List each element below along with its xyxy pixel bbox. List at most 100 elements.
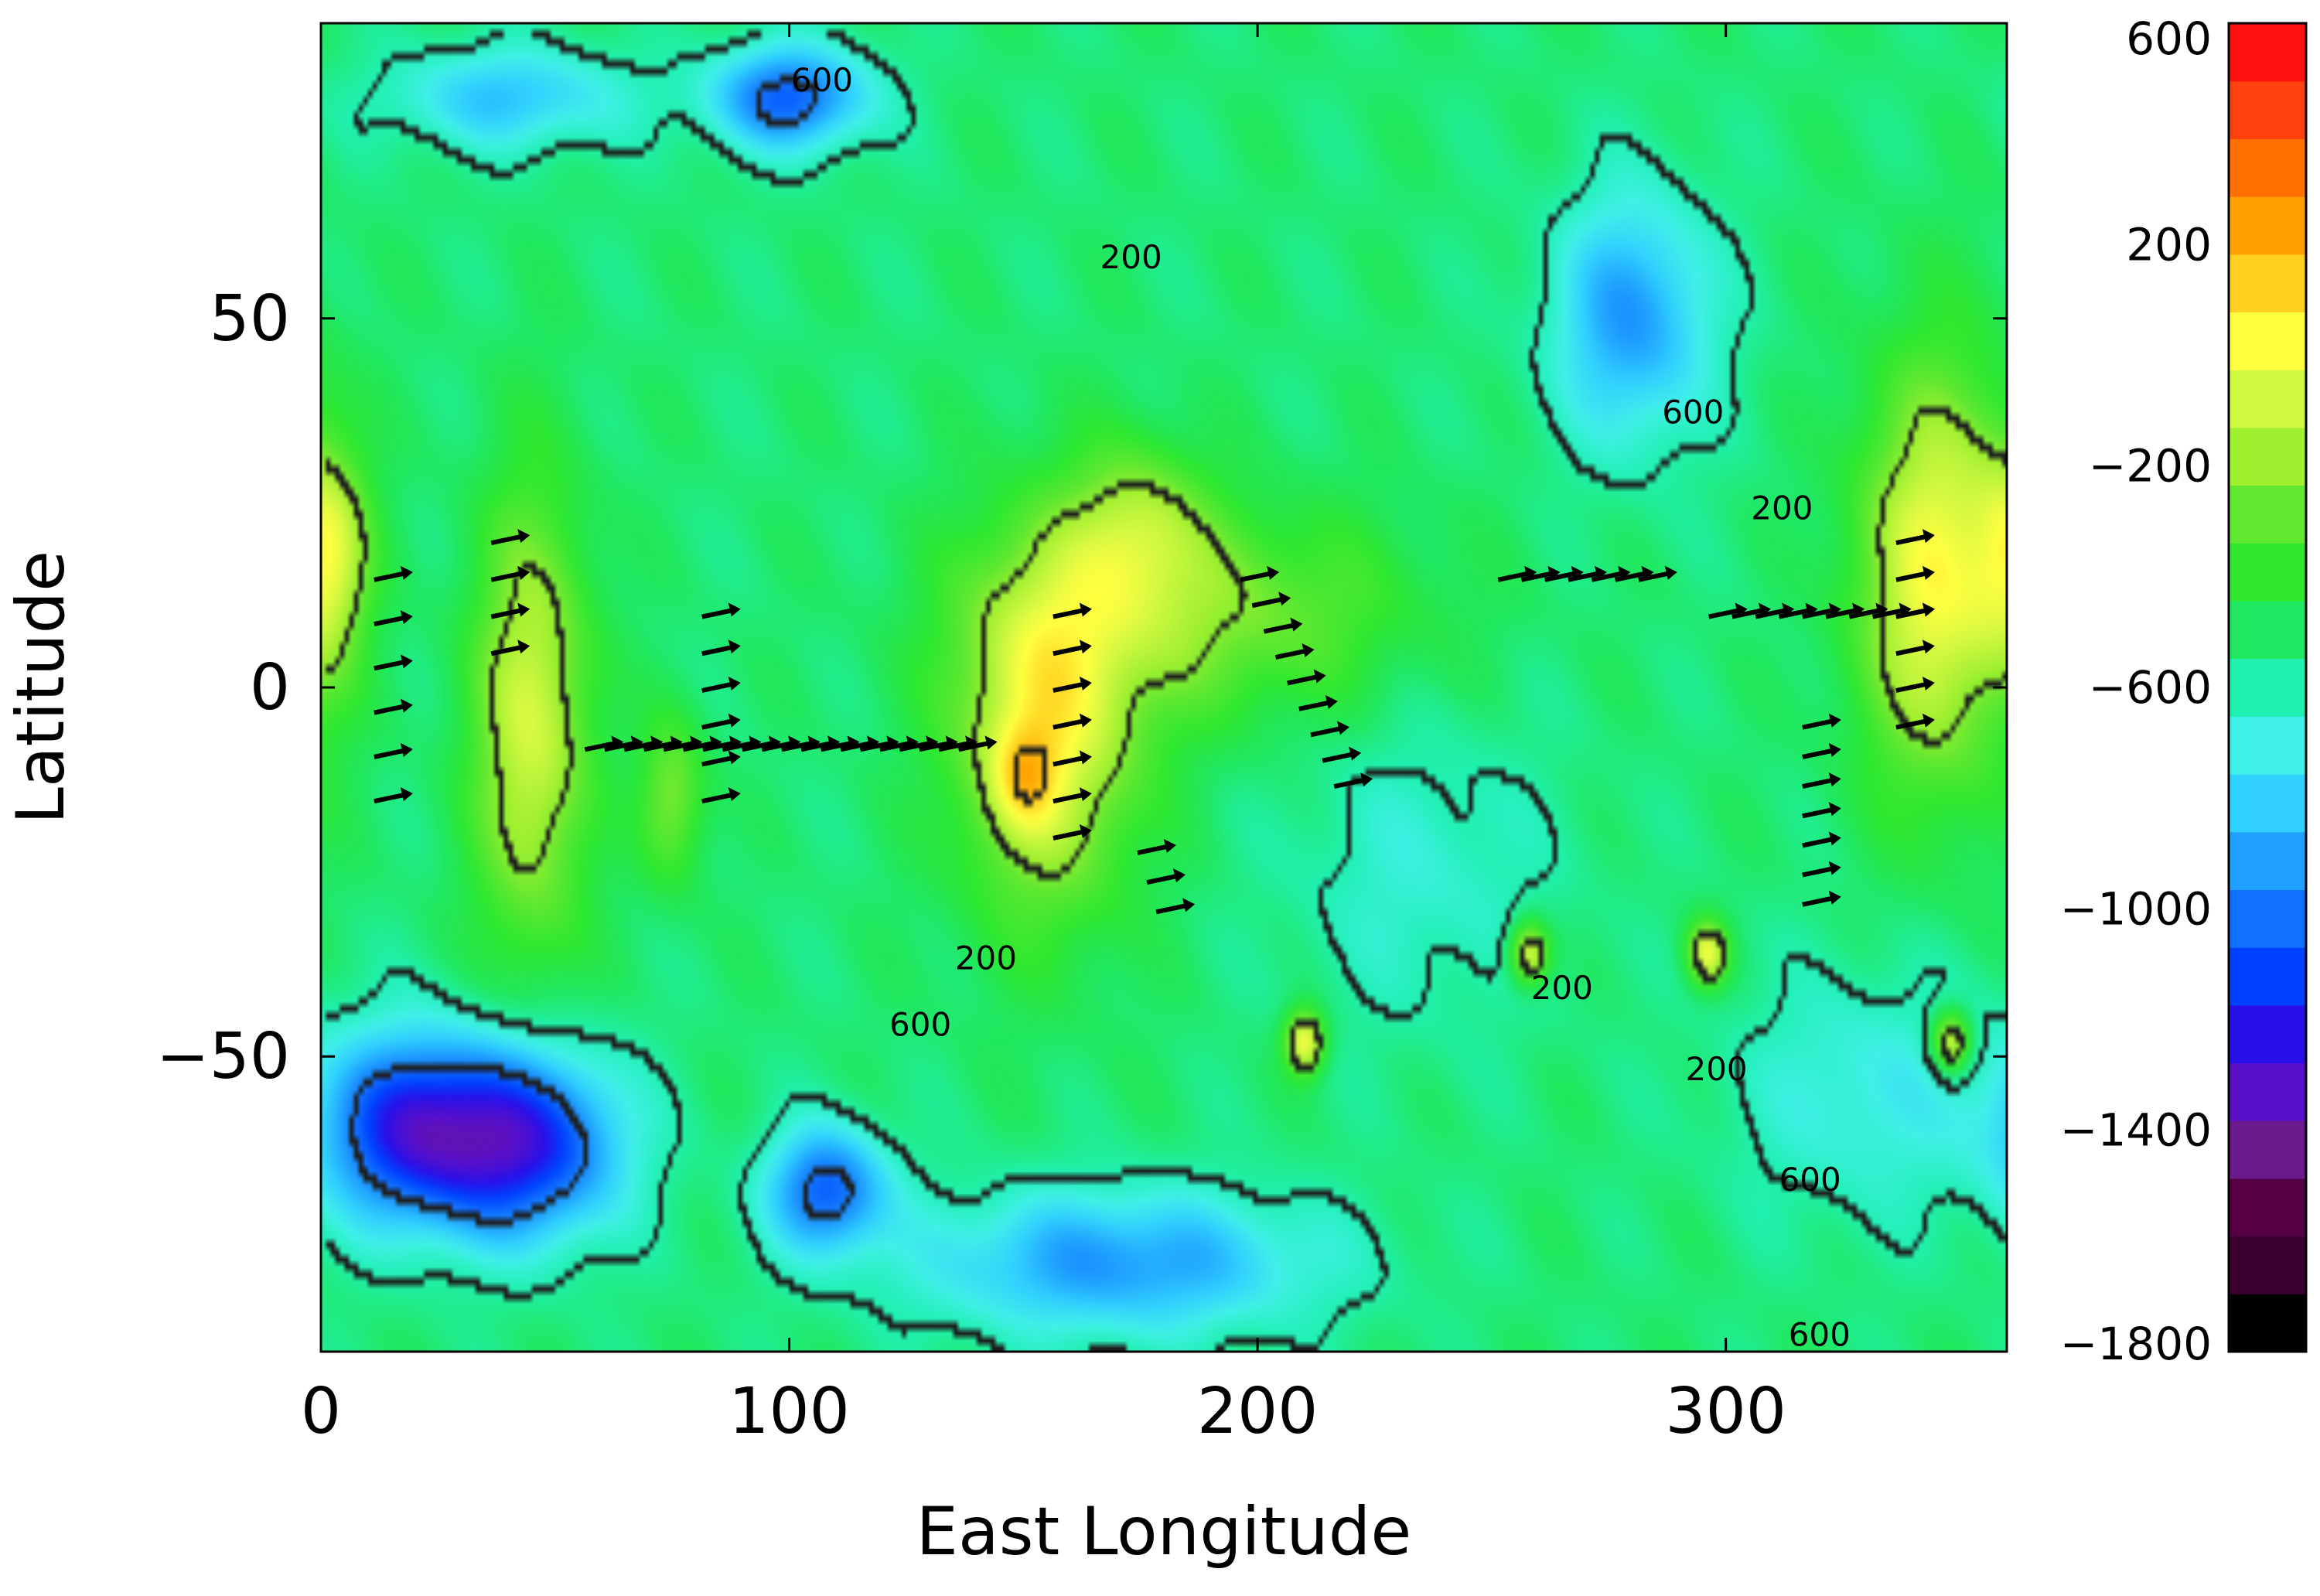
colorbar-swatch: [2229, 1178, 2306, 1237]
contour-label: 200: [1100, 238, 1162, 276]
colorbar-tick-label: 600: [2126, 12, 2212, 65]
wind-vector: [374, 787, 413, 804]
wind-vector: [957, 735, 998, 752]
y-axis-ticks: −50 0 50: [156, 282, 2007, 1093]
wind-vector: [1053, 677, 1092, 693]
wind-vector: [701, 787, 741, 804]
wind-vector: [1895, 602, 1935, 619]
colorbar-swatch: [2229, 947, 2306, 1006]
colorbar: 600 200 −200 −600 −1000 −1400 −1800: [2060, 12, 2308, 1370]
colorbar-tick-label: −1400: [2060, 1104, 2212, 1157]
colorbar-swatch: [2229, 370, 2306, 428]
contour-label: 600: [889, 1006, 951, 1044]
wind-vector: [1298, 694, 1338, 711]
x-tick-label: 300: [1665, 1375, 1786, 1448]
wind-vector: [701, 713, 741, 730]
colorbar-swatch: [2229, 485, 2306, 544]
wind-vector: [1053, 713, 1092, 730]
colorbar-labels: 600 200 −200 −600 −1000 −1400 −1800: [2060, 12, 2212, 1370]
colorbar-swatch: [2229, 80, 2306, 139]
wind-vector: [1802, 742, 1841, 759]
wind-vector: [374, 610, 413, 627]
wind-vector: [1802, 890, 1841, 907]
y-tick-label: 50: [210, 282, 290, 356]
wind-vectors: [374, 529, 1935, 915]
wind-vector: [701, 750, 741, 767]
wind-vector: [1895, 713, 1935, 730]
colorbar-swatch: [2229, 23, 2306, 82]
wind-vector: [1895, 565, 1935, 582]
wind-vector: [1263, 617, 1303, 634]
x-axis-ticks: 0 100 200 300: [301, 23, 1786, 1448]
contour-label: 600: [1779, 1161, 1841, 1199]
colorbar-tick-label: −200: [2089, 440, 2212, 493]
wind-vector: [1895, 529, 1935, 546]
wind-vector: [490, 639, 531, 656]
wind-vector: [1137, 838, 1176, 855]
wind-vector: [374, 654, 413, 671]
x-tick-label: 100: [728, 1375, 850, 1448]
colorbar-swatch: [2229, 1120, 2306, 1179]
heatmap-field: [321, 23, 2007, 1352]
wind-vector: [1053, 824, 1092, 841]
wind-vector: [1155, 898, 1196, 915]
wind-vector: [1322, 746, 1362, 763]
wind-vector: [1287, 669, 1326, 686]
contour-label: 200: [1685, 1050, 1747, 1088]
wind-vector: [1895, 677, 1935, 693]
wind-vector: [1802, 772, 1841, 789]
colorbar-swatch: [2229, 312, 2306, 370]
wind-vector: [1274, 643, 1315, 660]
colorbar-swatch: [2229, 831, 2306, 891]
wind-vector: [1802, 802, 1841, 819]
contour-label: 200: [1751, 489, 1813, 527]
wind-vector: [1251, 592, 1291, 609]
x-axis-label: East Longitude: [916, 1493, 1412, 1570]
colorbar-swatch: [2229, 254, 2306, 313]
wind-vector: [1310, 721, 1349, 738]
contour-label: 200: [1531, 969, 1593, 1007]
colorbar-swatch: [2229, 196, 2306, 255]
colorbar-swatch: [2229, 138, 2306, 197]
colorbar-tick-label: −1800: [2060, 1318, 2212, 1370]
wind-vector: [1333, 772, 1373, 789]
wind-vector: [1240, 565, 1280, 582]
colorbar-swatch: [2229, 1062, 2306, 1121]
contour-label: 200: [955, 940, 1017, 977]
contour-label: 600: [791, 61, 853, 99]
colorbar-swatch: [2229, 889, 2306, 948]
colorbar-swatch: [2229, 716, 2306, 775]
wind-vector: [1053, 750, 1092, 767]
colorbar-swatch: [2229, 427, 2306, 486]
wind-vector: [1638, 565, 1677, 582]
colorbar-swatch: [2229, 543, 2306, 602]
x-tick-label: 0: [301, 1375, 341, 1448]
wind-vector: [1802, 713, 1841, 730]
wind-vector: [1895, 639, 1935, 656]
wind-vector: [1053, 639, 1092, 656]
wind-vector: [1802, 831, 1841, 848]
colorbar-swatch: [2229, 1004, 2306, 1064]
colorbar-swatch: [2229, 658, 2306, 717]
colorbar-swatch: [2229, 774, 2306, 833]
colorbar-tick-label: 200: [2126, 218, 2212, 271]
wind-vector: [374, 698, 413, 715]
colorbar-swatch: [2229, 600, 2306, 660]
wind-vector: [701, 602, 741, 619]
y-axis-label: Latitude: [2, 551, 80, 824]
contour-label: 600: [1789, 1315, 1851, 1353]
wind-vector: [701, 677, 741, 693]
colorbar-swatches: [2229, 23, 2306, 1352]
wind-vector: [701, 639, 741, 656]
wind-vector: [490, 602, 531, 619]
wind-vector: [1053, 787, 1092, 804]
wind-vector: [490, 565, 531, 582]
wind-vector: [374, 565, 413, 582]
colorbar-tick-label: −1000: [2060, 882, 2212, 935]
wind-vector: [1802, 861, 1841, 878]
x-tick-label: 200: [1197, 1375, 1319, 1448]
wind-vector: [374, 742, 413, 759]
wind-vector: [1053, 602, 1092, 619]
